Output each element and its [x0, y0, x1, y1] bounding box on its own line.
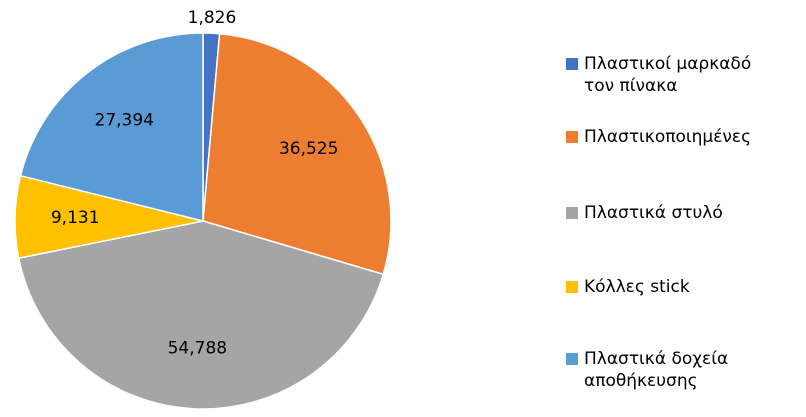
legend-label: Πλαστικά στυλό: [584, 203, 723, 223]
legend-label: Κόλλες stick: [584, 277, 690, 297]
pie-slice: [17, 220, 385, 410]
legend-label: Πλαστικοποιημένες: [584, 127, 752, 147]
legend-swatch: [566, 131, 578, 143]
data-label: 9,131: [51, 208, 100, 228]
legend: Πλαστικοί μαρκαδό τον πίνακα Πλαστικοποιη…: [566, 0, 806, 417]
legend-swatch: [566, 207, 578, 219]
legend-entry: Πλαστικά στυλό: [566, 202, 723, 224]
legend-entry: Πλαστικοποιημένες: [566, 126, 751, 148]
data-label: 54,788: [168, 339, 227, 359]
data-label: 27,394: [95, 110, 154, 130]
legend-entry: Πλαστικοί μαρκαδό τον πίνακα: [566, 53, 751, 97]
legend-swatch: [566, 281, 578, 293]
legend-swatch: [566, 353, 578, 365]
legend-label: Πλαστικά δοχεία αποθήκευσης: [584, 349, 729, 391]
legend-swatch: [566, 58, 578, 70]
pie-slice: [19, 32, 204, 222]
legend-entry: Πλαστικά δοχεία αποθήκευσης: [566, 348, 728, 392]
pie-area: 1,826 36,525 54,788 9,131 27,394: [14, 8, 392, 410]
data-label: 1,826: [188, 8, 237, 28]
legend-entry: Κόλλες stick: [566, 276, 690, 298]
legend-label: Πλαστικοί μαρκαδό τον πίνακα: [584, 54, 752, 96]
data-label: 36,525: [279, 139, 338, 159]
pie-slice: [202, 32, 392, 276]
